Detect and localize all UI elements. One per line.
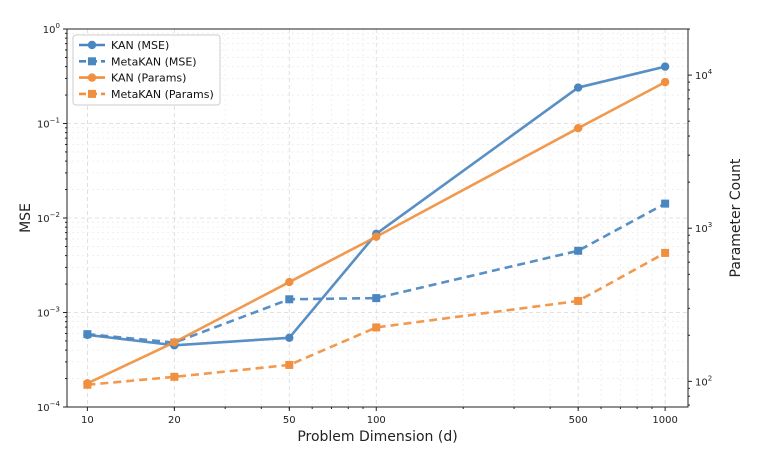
x-tick-label: 500: [569, 415, 588, 426]
x-tick-label: 1000: [652, 415, 677, 426]
data-point: [372, 232, 381, 241]
data-point: [83, 330, 92, 339]
series-line: [87, 251, 666, 387]
data-point: [660, 77, 670, 87]
x-tick-label: 10: [81, 415, 94, 426]
legend-label: MetaKAN (MSE): [111, 55, 197, 68]
x-tick-label: 20: [168, 415, 181, 426]
legend-box: [72, 34, 221, 106]
x-axis-title: Problem Dimension (d): [297, 429, 457, 445]
data-point: [660, 62, 670, 71]
legend-label: MetaKAN (Params): [111, 88, 214, 101]
data-point: [573, 123, 583, 133]
legend: KAN (MSE) MetaKAN (MSE) KAN (Params) MetaKA…: [72, 34, 221, 106]
data-point: [285, 277, 294, 287]
legend-label: KAN (MSE): [111, 39, 169, 52]
y-tick-label: 10−3: [37, 306, 60, 320]
y-tick-label: 10−4: [37, 400, 61, 414]
data-point: [372, 323, 381, 332]
data-point: [83, 380, 92, 389]
data-point: [574, 246, 583, 255]
series-3: [83, 248, 670, 389]
legend-label: KAN (Params): [111, 72, 186, 85]
legend-marker: [88, 89, 96, 98]
series-layer: [83, 62, 670, 389]
data-point: [372, 294, 381, 303]
y-axis-title: MSE: [18, 203, 34, 233]
series-line: [87, 65, 666, 347]
data-point: [285, 295, 294, 304]
series-line: [87, 202, 666, 344]
legend-marker: [87, 40, 97, 50]
series-line: [86, 80, 666, 385]
series-2: [83, 77, 670, 388]
data-point: [170, 338, 179, 347]
data-point: [661, 248, 670, 257]
data-point: [285, 333, 294, 342]
data-point: [661, 199, 670, 208]
y2-tick-label: 103: [695, 221, 712, 235]
data-point: [285, 360, 294, 369]
legend-marker: [88, 57, 96, 66]
data-point: [573, 83, 583, 92]
y2-tick-label: 104: [695, 68, 713, 82]
y2-tick-label: 102: [695, 374, 712, 388]
y-tick-label: 100: [43, 22, 60, 36]
data-point: [170, 372, 179, 381]
ticks: 10 20 50 100 500 1000 10−4 10−3 10−2 10−1 100 102 10…: [37, 22, 713, 426]
y-tick-label: 10−1: [37, 117, 60, 131]
x-tick-label: 50: [283, 415, 296, 426]
y2-axis-title: Parameter Count: [728, 158, 744, 277]
x-tick-label: 100: [367, 415, 386, 426]
legend-marker: [87, 73, 97, 82]
y-tick-label: 10−2: [37, 211, 60, 225]
data-point: [574, 296, 583, 305]
